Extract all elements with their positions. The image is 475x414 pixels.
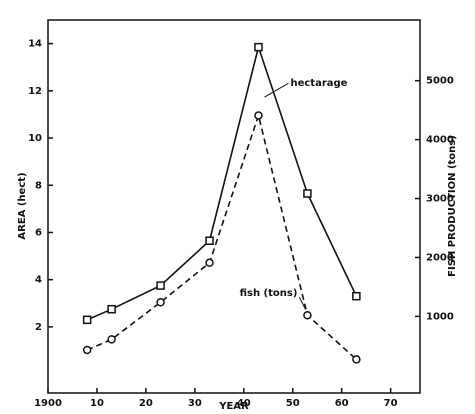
y-axis-label: AREA (hect) [17,172,28,239]
point [254,42,263,52]
y-tick-label: 12 [28,86,42,97]
x-tick-label: 1900 [34,398,62,409]
y-tick-label: 10 [28,133,42,144]
x-tick-label: 50 [286,398,300,409]
point [254,111,263,120]
x-tick-label: 70 [384,398,398,409]
x-tick-label: 20 [139,398,153,409]
x-tick-label: 60 [335,398,349,409]
y-tick-label: 2 [35,322,42,333]
y-tick-label: 6 [35,227,42,238]
series-line [86,112,357,361]
point [156,281,165,290]
x-tick-label: 30 [188,398,202,409]
point [303,310,312,320]
plot-frame [47,19,421,394]
y2-tick-label: 1000 [426,311,454,322]
point [352,355,361,364]
y-tick-label: 14 [28,39,42,50]
x-tick-label: 10 [90,398,104,409]
point [303,189,312,198]
point [205,258,214,268]
y2-tick-label: 4000 [426,135,454,146]
point [107,335,116,344]
annotation-leader [298,296,306,310]
annotation: hectarage [290,78,347,89]
y2-tick-label: 3000 [426,194,454,205]
point [205,236,214,245]
y-tick-label: 4 [35,275,42,286]
y2-axis-label: FISH PRODUCTION (tons) [447,135,458,277]
point [156,298,165,307]
y2-tick-label: 2000 [426,252,454,263]
point [82,345,92,355]
annotation-leader [264,82,289,98]
x-axis-label: YEAR [218,401,249,412]
point [352,291,361,301]
x-tick-label: 40 [237,398,251,409]
annotation: fish (tons) [240,288,298,299]
point [107,304,116,314]
y2-tick-label: 5000 [426,76,454,87]
y-tick-label: 8 [35,180,42,191]
point [82,315,92,325]
